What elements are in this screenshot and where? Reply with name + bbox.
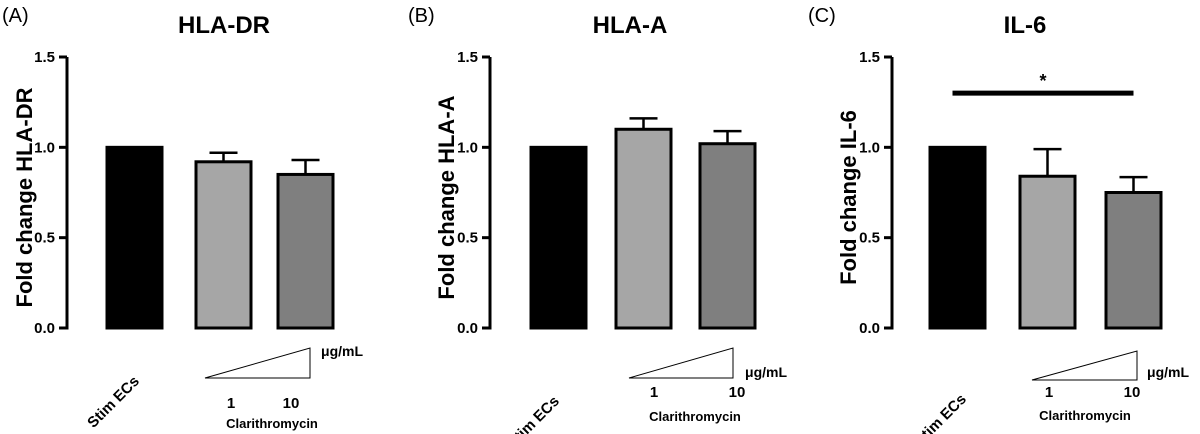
chart-title: HLA-A xyxy=(593,12,668,39)
y-tick-label: 1.5 xyxy=(34,49,55,66)
drug-label: Clarithromycin xyxy=(226,416,318,431)
category-label: Stim ECs xyxy=(84,373,143,432)
chart-panel-c: (C) IL-6 Fold change IL-6 0.0 0.5 1.0 1.5 * Stim… xyxy=(808,5,1189,434)
bar xyxy=(698,142,757,330)
category-label: 1 xyxy=(650,384,658,401)
chart-panel-a: (A) HLA-DR Fold change HLA-DR 0.0 0.5 1.0 1.5 S… xyxy=(2,5,363,431)
category-label: Stim ECs xyxy=(504,393,563,434)
y-tick-label: 1.0 xyxy=(457,139,478,156)
panel-letter: (A) xyxy=(2,5,29,27)
chart-panel-b: (B) HLA-A Fold change HLA-A 0.0 0.5 1.0 1.5 Sti… xyxy=(408,5,787,434)
y-tick-label: 1.5 xyxy=(457,49,478,66)
dose-unit-label: μg/mL xyxy=(745,364,787,380)
bar xyxy=(1018,174,1077,330)
category-label: 10 xyxy=(729,384,746,401)
y-tick-label: 1.0 xyxy=(34,139,55,156)
category-label: 1 xyxy=(227,395,235,412)
dose-unit-label: μg/mL xyxy=(321,343,363,359)
significance-label: * xyxy=(1039,71,1046,91)
y-tick-label: 0.0 xyxy=(859,320,880,337)
bar xyxy=(276,172,335,330)
chart-title: IL-6 xyxy=(1004,12,1047,39)
category-label: 10 xyxy=(1124,384,1141,401)
drug-label: Clarithromycin xyxy=(1039,408,1131,423)
dose-triangle xyxy=(628,347,734,379)
category-label: 1 xyxy=(1045,384,1053,401)
bar xyxy=(194,160,253,330)
dose-triangle xyxy=(1031,350,1138,381)
y-tick-label: 1.0 xyxy=(859,139,880,156)
chart-title: HLA-DR xyxy=(178,12,270,39)
bar xyxy=(529,145,588,330)
category-label: Stim ECs xyxy=(911,391,970,434)
y-tick-label: 0.5 xyxy=(457,230,478,247)
y-tick-label: 0.5 xyxy=(859,230,880,247)
y-axis-label: Fold change IL-6 xyxy=(836,110,861,285)
y-tick-label: 0.0 xyxy=(457,320,478,337)
y-tick-label: 0.0 xyxy=(34,320,55,337)
y-axis-label: Fold change HLA-DR xyxy=(12,87,37,307)
y-tick-label: 1.5 xyxy=(859,49,880,66)
bar xyxy=(1104,191,1163,330)
drug-label: Clarithromycin xyxy=(649,409,741,424)
bar xyxy=(105,145,164,330)
y-tick-label: 0.5 xyxy=(34,230,55,247)
y-axis-label: Fold change HLA-A xyxy=(434,95,459,299)
bar xyxy=(614,127,673,330)
category-label: 10 xyxy=(283,395,300,412)
dose-triangle xyxy=(204,347,311,379)
dose-unit-label: μg/mL xyxy=(1147,364,1189,380)
panel-letter: (B) xyxy=(408,5,435,27)
bar xyxy=(928,145,987,330)
panel-letter: (C) xyxy=(808,5,836,27)
